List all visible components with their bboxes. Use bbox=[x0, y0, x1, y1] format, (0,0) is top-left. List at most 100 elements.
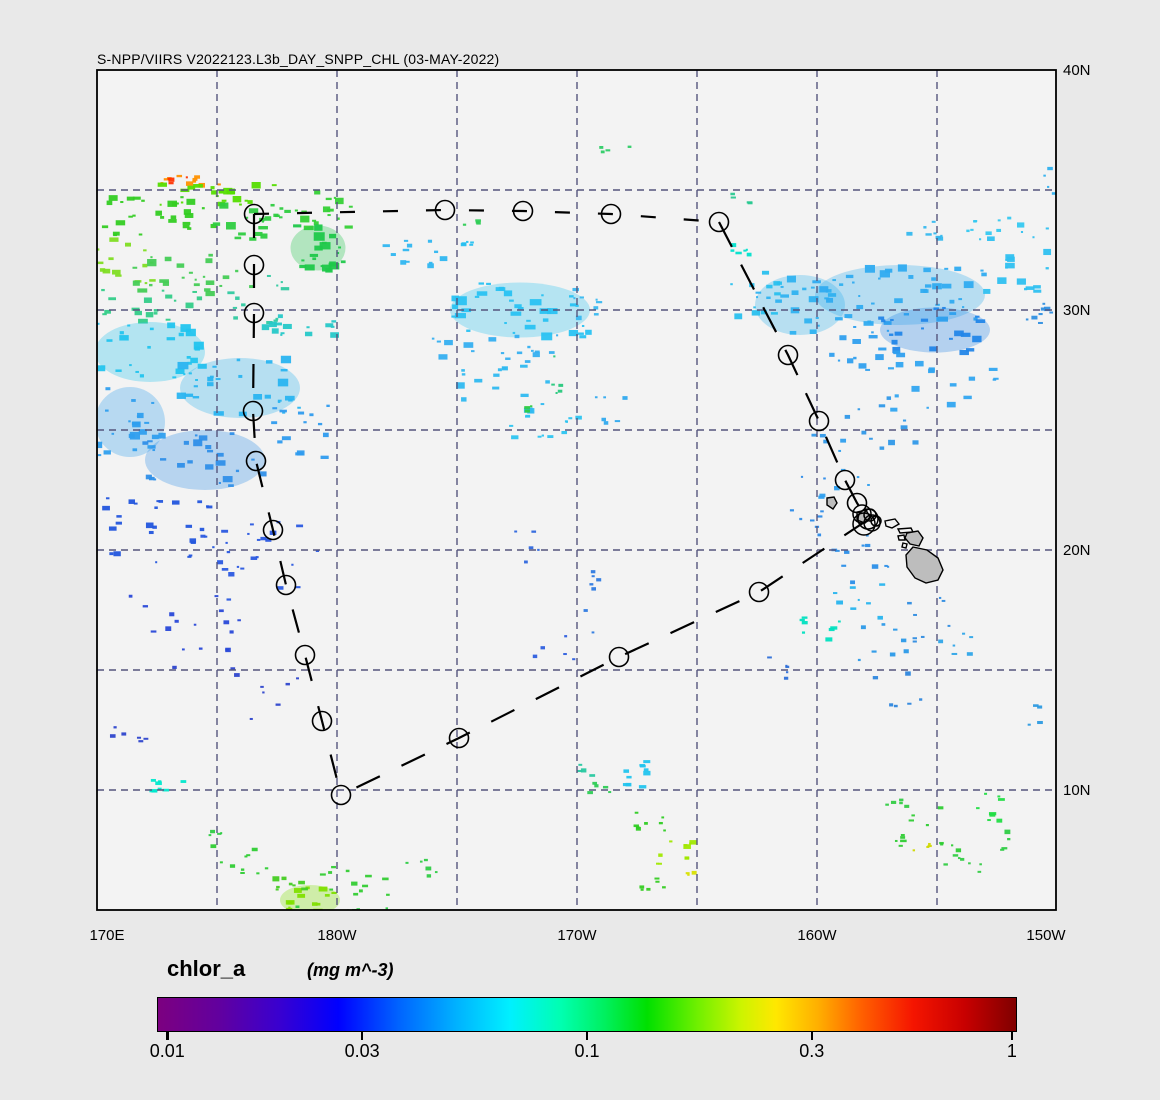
colorbar-tick-label: 0.1 bbox=[574, 1041, 600, 1061]
chl-pixel bbox=[799, 517, 803, 521]
chl-pixel bbox=[840, 438, 847, 443]
chl-pixel bbox=[142, 263, 148, 268]
chl-pixel bbox=[461, 308, 472, 313]
chl-pixel bbox=[382, 244, 390, 248]
chl-pixel bbox=[877, 615, 883, 620]
chl-pixel bbox=[949, 299, 955, 304]
chl-pixel bbox=[460, 243, 467, 247]
chl-pixel bbox=[158, 780, 162, 783]
chl-pixel bbox=[893, 350, 901, 355]
chl-pixel bbox=[474, 378, 483, 383]
chl-pixel bbox=[471, 350, 475, 353]
chl-pixel bbox=[509, 299, 514, 302]
chl-pixel bbox=[328, 871, 333, 874]
chl-pixel bbox=[849, 586, 856, 589]
chl-pixel bbox=[924, 284, 932, 288]
chl-pixel bbox=[461, 373, 466, 376]
chl-pixel bbox=[478, 282, 484, 285]
chl-pixel bbox=[194, 278, 197, 281]
chl-pixel bbox=[817, 324, 820, 327]
chl-pixel bbox=[575, 415, 582, 420]
chl-pixel bbox=[155, 561, 158, 564]
chl-pixel bbox=[861, 430, 867, 435]
chl-pixel bbox=[895, 361, 904, 368]
chl-pixel bbox=[159, 279, 169, 283]
chl-pixel bbox=[292, 884, 296, 887]
chl-pixel bbox=[730, 192, 735, 196]
chl-pixel bbox=[801, 621, 808, 625]
chl-patch-base bbox=[180, 358, 300, 418]
chl-pixel bbox=[655, 880, 660, 883]
chl-pixel bbox=[246, 854, 251, 857]
chl-pixel bbox=[176, 263, 185, 268]
chl-pixel bbox=[264, 867, 269, 870]
chl-pixel bbox=[1032, 236, 1035, 239]
chl-pixel bbox=[135, 370, 139, 373]
chl-pixel bbox=[155, 781, 162, 786]
chl-pixel bbox=[237, 619, 241, 622]
chl-pixel bbox=[344, 916, 347, 918]
chl-pixel bbox=[537, 548, 540, 551]
chl-pixel bbox=[216, 452, 224, 457]
chl-pixel bbox=[949, 312, 957, 315]
chl-pixel bbox=[886, 396, 892, 400]
chl-pixel bbox=[785, 671, 789, 674]
chl-pixel bbox=[194, 175, 201, 179]
chl-pixel bbox=[215, 378, 221, 381]
chl-pixel bbox=[884, 564, 888, 567]
chl-pixel bbox=[261, 220, 264, 223]
chl-pixel bbox=[168, 219, 177, 223]
colorbar-tick-mark bbox=[1010, 1032, 1014, 1040]
chl-pixel bbox=[815, 316, 819, 319]
waypoint-marker bbox=[294, 644, 316, 666]
chl-pixel bbox=[230, 667, 236, 671]
chl-pixel bbox=[968, 862, 971, 865]
chl-pixel bbox=[965, 348, 975, 352]
chl-pixel bbox=[816, 515, 823, 518]
chl-pixel bbox=[835, 317, 843, 321]
chl-pixel bbox=[266, 274, 271, 277]
chl-pixel bbox=[959, 349, 969, 356]
chl-pixel bbox=[228, 484, 234, 487]
chl-pixel bbox=[271, 421, 278, 425]
waypoint-marker bbox=[808, 410, 830, 432]
chl-pixel bbox=[192, 290, 197, 293]
chl-pixel bbox=[928, 368, 935, 374]
chl-pixel bbox=[466, 240, 469, 243]
chl-pixel bbox=[315, 549, 320, 553]
chl-pixel bbox=[912, 637, 917, 640]
chl-pixel bbox=[300, 215, 310, 223]
chl-pixel bbox=[834, 486, 841, 489]
chl-pixel bbox=[1016, 222, 1025, 228]
chl-pixel bbox=[193, 439, 203, 447]
chl-pixel bbox=[147, 345, 151, 349]
chl-pixel bbox=[509, 424, 514, 427]
chl-pixel bbox=[804, 318, 813, 324]
chl-pixel bbox=[143, 249, 147, 252]
chl-pixel bbox=[436, 340, 441, 343]
chl-pixel bbox=[767, 656, 772, 659]
chl-pixel bbox=[900, 839, 907, 843]
chl-pixel bbox=[132, 266, 138, 269]
chl-pixel bbox=[115, 220, 126, 226]
chl-pixel bbox=[160, 216, 165, 219]
chl-pixel bbox=[514, 530, 518, 533]
chl-pixel bbox=[881, 623, 886, 626]
chl-pixel bbox=[920, 635, 925, 638]
chl-pixel bbox=[188, 372, 192, 375]
chl-pixel bbox=[222, 476, 233, 483]
chl-pixel bbox=[773, 281, 781, 286]
chl-pixel bbox=[662, 886, 666, 889]
chl-pixel bbox=[933, 232, 937, 235]
chl-pixel bbox=[293, 888, 302, 893]
chl-pixel bbox=[159, 458, 167, 461]
chl-pixel bbox=[287, 901, 293, 905]
chl-pixel bbox=[556, 334, 559, 337]
chl-pixel bbox=[205, 280, 215, 285]
station-cluster-marker bbox=[852, 504, 872, 524]
chl-pixel bbox=[827, 293, 837, 297]
chl-pixel bbox=[212, 222, 221, 226]
chl-pixel bbox=[262, 691, 265, 694]
chl-pixel bbox=[492, 386, 500, 390]
